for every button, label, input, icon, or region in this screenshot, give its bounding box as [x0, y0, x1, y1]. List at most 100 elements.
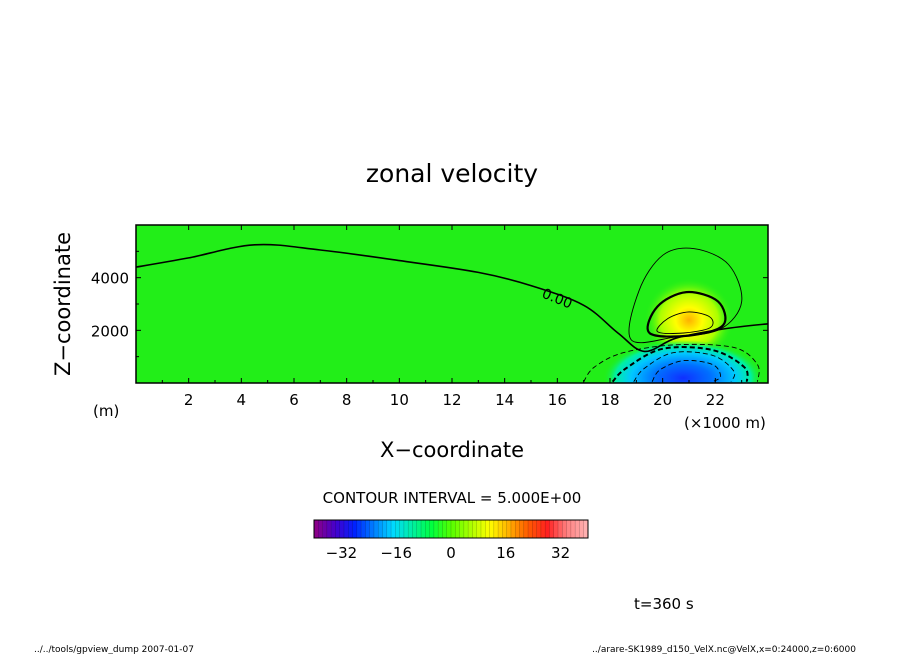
contour-negative-10 — [611, 346, 749, 383]
colorbar-segment — [356, 520, 362, 538]
x-tick-label: 6 — [289, 391, 299, 409]
colorbar-segment — [429, 520, 435, 538]
colorbar-segment — [382, 520, 388, 538]
colorbar-segment — [331, 520, 336, 538]
colorbar-segment — [361, 520, 366, 538]
colorbar-segment — [575, 520, 580, 538]
y-axis-ticks: 2000 4000 — [91, 250, 768, 358]
colorbar-segment — [433, 520, 439, 538]
contour-interval-label: CONTOUR INTERVAL = 5.000E+00 — [323, 489, 582, 507]
colorbar-segment — [480, 520, 486, 538]
colorbar-tick-label: −16 — [380, 544, 412, 562]
x-axis-label: X−coordinate — [380, 438, 524, 462]
colorbar-segment — [348, 520, 353, 538]
colorbar-segment — [553, 520, 559, 538]
colorbar-segment — [421, 520, 426, 538]
colorbar — [313, 519, 589, 539]
colorbar-segment — [510, 520, 516, 538]
colorbar-segment — [549, 520, 555, 538]
colorbar-segment — [373, 520, 379, 538]
y-tick-label: 4000 — [91, 270, 129, 288]
y-unit-label: (m) — [93, 402, 119, 420]
colorbar-tick-label: −32 — [326, 544, 358, 562]
colorbar-segment — [455, 520, 460, 538]
colorbar-segment — [562, 520, 567, 538]
colorbar-segment — [446, 520, 452, 538]
colorbar-segment — [352, 520, 358, 538]
colorbar-segment — [485, 520, 490, 538]
colorbar-frame — [313, 519, 589, 539]
colorbar-tick-label: 0 — [446, 544, 456, 562]
colorbar-segment — [515, 520, 520, 538]
colorbar-segment — [545, 520, 550, 538]
colorbar-segment — [399, 520, 405, 538]
colorbar-segment — [395, 520, 400, 538]
colorbar-segment — [540, 520, 546, 538]
x-tick-label: 4 — [237, 391, 247, 409]
colorbar-segment — [403, 520, 409, 538]
colorbar-segment — [570, 520, 576, 538]
colorbar-segment — [536, 520, 542, 538]
colorbar-segment — [343, 520, 349, 538]
colorbar-segment — [566, 520, 572, 538]
y-axis-label: Z−coordinate — [51, 232, 75, 376]
colorbar-segment — [322, 520, 328, 538]
x-tick-label: 2 — [184, 391, 194, 409]
contour-negative-5 — [583, 343, 760, 382]
colorbar-segment — [472, 520, 477, 538]
colorbar-segment — [391, 520, 396, 538]
colorbar-segment — [335, 520, 340, 538]
colorbar-segment — [412, 520, 418, 538]
plot-area: 0.00 — [135, 224, 769, 384]
colorbar-segment — [314, 520, 319, 538]
colorbar-ticks: −32 −16 0 16 32 — [326, 544, 571, 562]
footer-left: ../../tools/gpview_dump 2007-01-07 — [34, 645, 194, 654]
colorbar-segment — [451, 520, 456, 538]
colorbar-segment — [528, 520, 533, 538]
x-tick-label: 12 — [442, 391, 461, 409]
x-unit-label: (×1000 m) — [684, 414, 766, 432]
y-tick-label: 2000 — [91, 322, 129, 340]
colorbar-segment — [489, 520, 495, 538]
x-tick-label: 8 — [342, 391, 352, 409]
colorbar-segment — [493, 520, 499, 538]
x-tick-label: 10 — [390, 391, 409, 409]
colorbar-segment — [459, 520, 465, 538]
colorbar-segment — [558, 520, 563, 538]
colorbar-segment — [408, 520, 413, 538]
colorbar-segment — [583, 520, 589, 538]
time-label: t=360 s — [634, 595, 694, 613]
colorbar-segment — [339, 520, 345, 538]
x-tick-label: 18 — [600, 391, 619, 409]
colorbar-segment — [519, 520, 525, 538]
colorbar-segment — [386, 520, 392, 538]
x-tick-label: 14 — [495, 391, 514, 409]
colorbar-segment — [502, 520, 507, 538]
colorbar-segment — [476, 520, 482, 538]
colorbar-segment — [438, 520, 443, 538]
chart-title: zonal velocity — [366, 159, 538, 188]
colorbar-segment — [468, 520, 473, 538]
colorbar-segment — [416, 520, 422, 538]
colorbar-tick-label: 16 — [496, 544, 515, 562]
colorbar-segment — [326, 520, 332, 538]
x-axis-ticks: 2 4 6 8 10 12 14 16 18 20 22 — [161, 225, 743, 409]
x-tick-label: 20 — [653, 391, 672, 409]
colorbar-tick-label: 32 — [551, 544, 570, 562]
colorbar-segment — [318, 520, 323, 538]
colorbar-segment — [369, 520, 375, 538]
colorbar-segment — [532, 520, 537, 538]
footer-right: ../arare-SK1989_d150_VelX.nc@VelX,x=0:24… — [592, 645, 856, 654]
contour-negative-20 — [651, 359, 722, 383]
x-tick-label: 22 — [706, 391, 725, 409]
colorbar-segment — [378, 520, 383, 538]
colorbar-segment — [498, 520, 503, 538]
colorbar-segment — [425, 520, 430, 538]
x-tick-label: 16 — [548, 391, 567, 409]
colorbar-segment — [365, 520, 370, 538]
contour-positive-15 — [656, 311, 714, 334]
colorbar-segment — [442, 520, 448, 538]
colorbar-segment — [463, 520, 469, 538]
colorbar-segment — [579, 520, 585, 538]
